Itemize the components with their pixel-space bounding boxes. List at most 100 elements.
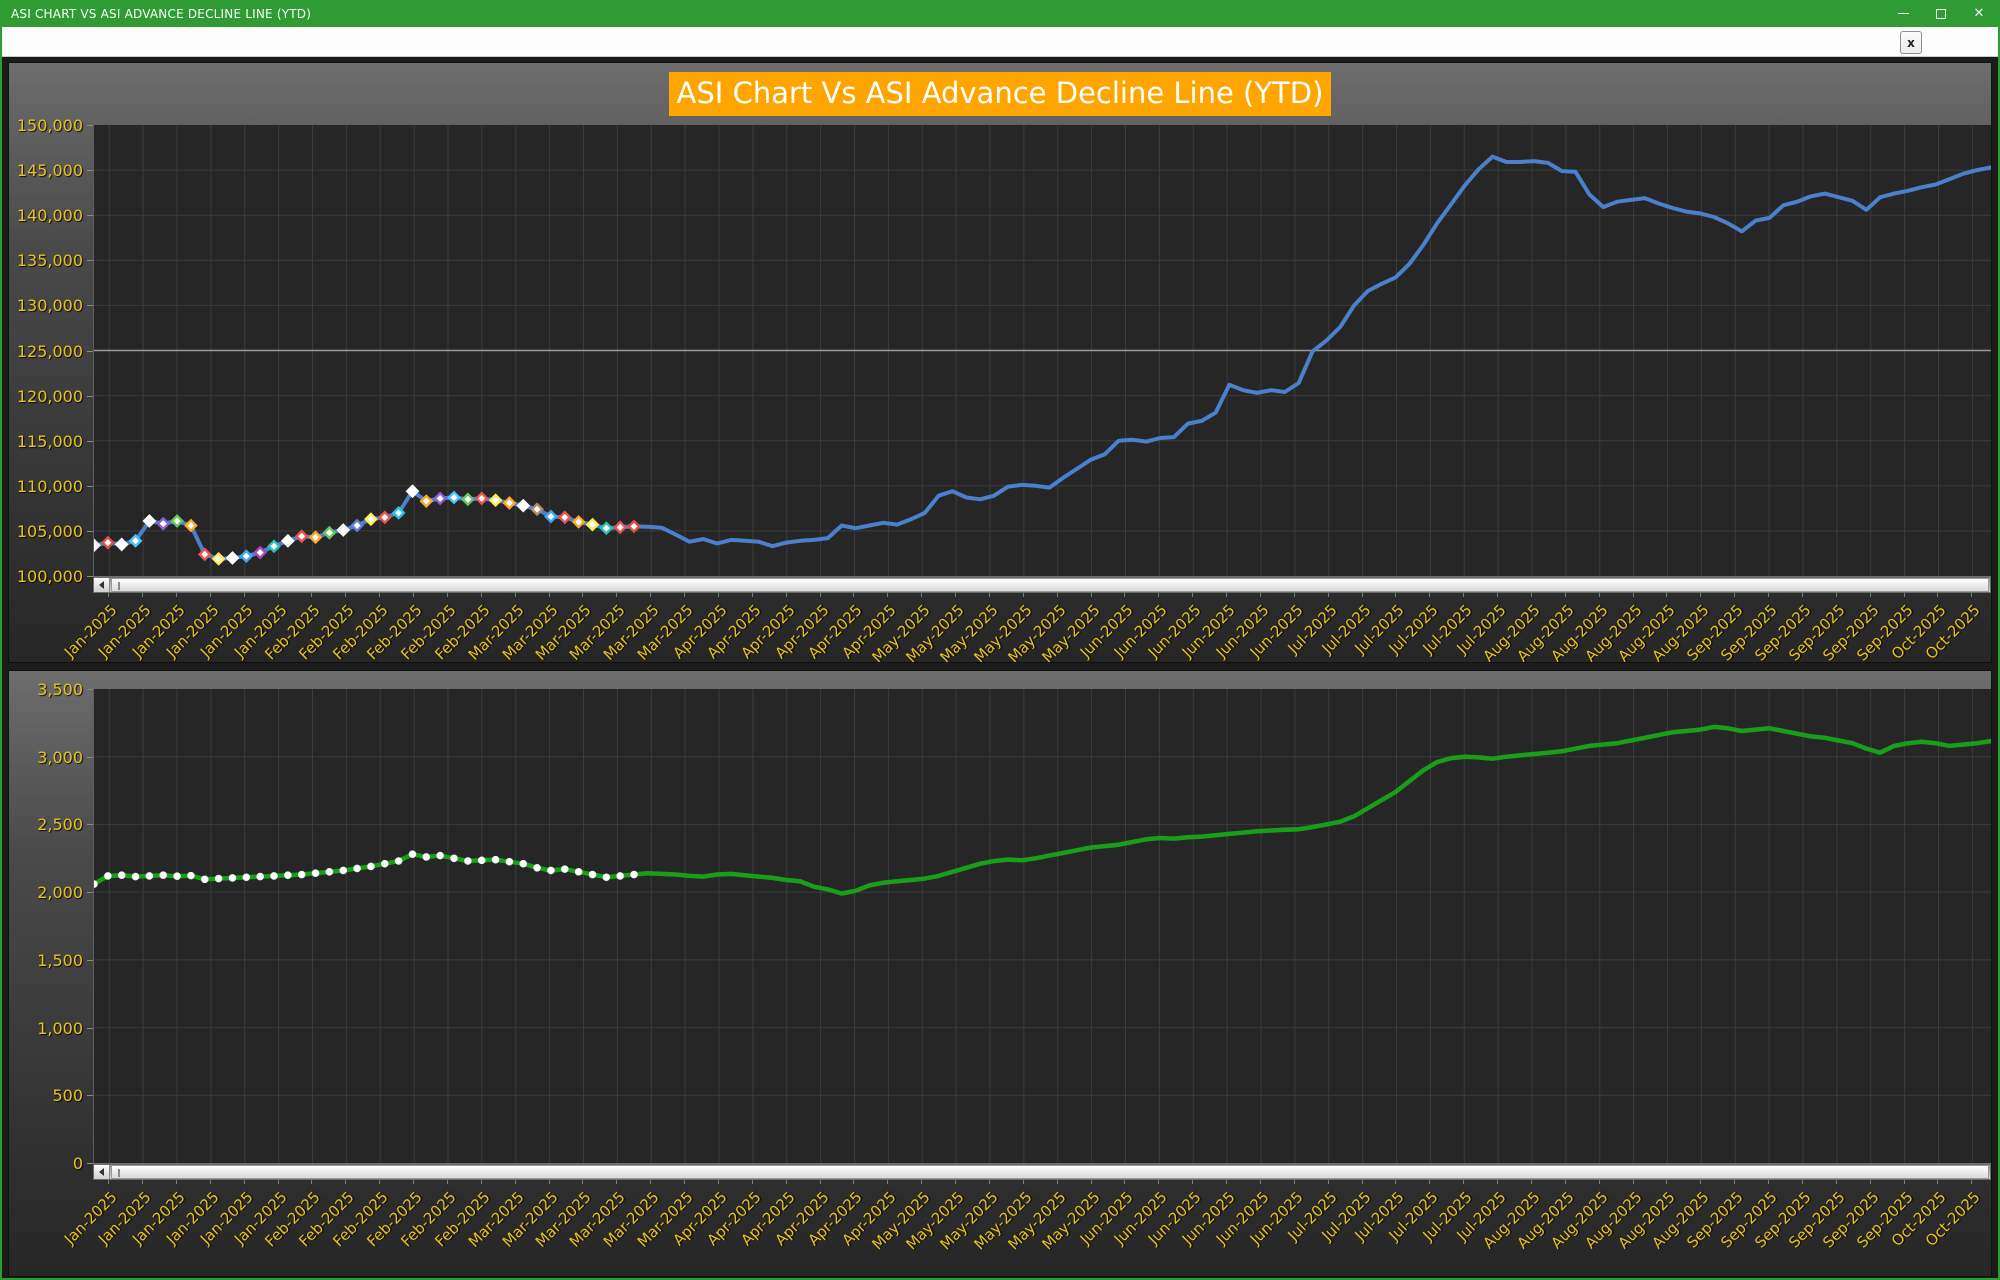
y-tick-label: 2,000 xyxy=(37,883,83,903)
scrollbar-thumb[interactable] xyxy=(111,578,1989,592)
x-tick-mark xyxy=(1700,593,1702,597)
x-tick-mark xyxy=(243,1180,245,1184)
asi-chart-panel: ASI Chart Vs ASI Advance Decline Line (Y… xyxy=(8,62,1992,663)
data-point-marker xyxy=(131,872,140,881)
x-tick-mark xyxy=(1090,1180,1092,1184)
y-tick-label: 500 xyxy=(52,1086,83,1106)
scroll-left-icon xyxy=(99,1168,104,1176)
x-tick-mark xyxy=(1564,1180,1566,1184)
data-point-marker xyxy=(530,502,544,517)
y-tick-mark xyxy=(87,350,93,352)
x-tick-mark xyxy=(1429,1180,1431,1184)
plot-area[interactable] xyxy=(93,125,1991,577)
close-button[interactable]: ✕ xyxy=(1960,0,1998,27)
x-tick-mark xyxy=(446,593,448,597)
horizontal-scrollbar[interactable] xyxy=(93,577,1991,593)
y-tick-label: 2,500 xyxy=(37,815,83,835)
x-tick-mark xyxy=(1192,593,1194,597)
y-tick-mark xyxy=(87,440,93,442)
data-point-marker xyxy=(256,872,264,881)
data-point-marker xyxy=(544,509,558,524)
y-tick-label: 150,000 xyxy=(16,116,83,135)
y-tick-label: 110,000 xyxy=(16,476,83,496)
x-tick-mark xyxy=(1192,1180,1194,1184)
advance-decline-chart-panel: 3,500 3,000 2,500 2,000 1,500 1,000 500 0 Jan-2… xyxy=(8,670,1992,1277)
x-tick-mark xyxy=(413,1180,415,1184)
data-point-marker xyxy=(284,871,292,880)
data-point-marker xyxy=(184,518,198,533)
tab-close-button[interactable]: x xyxy=(1900,31,1922,54)
x-tick-mark xyxy=(446,1180,448,1184)
y-tick-mark xyxy=(87,959,93,961)
x-tick-mark xyxy=(277,1180,279,1184)
x-tick-mark xyxy=(1903,1180,1905,1184)
data-point-marker xyxy=(100,535,115,550)
x-tick-mark xyxy=(1361,1180,1363,1184)
horizontal-scrollbar[interactable] xyxy=(93,1164,1991,1180)
y-tick-mark xyxy=(87,530,93,532)
data-point-marker xyxy=(353,864,361,873)
data-point-marker xyxy=(364,512,378,527)
scrollbar-thumb[interactable] xyxy=(111,1165,1989,1179)
data-point-marker xyxy=(156,516,171,531)
data-point-marker xyxy=(242,873,251,882)
x-tick-mark xyxy=(1869,593,1871,597)
x-tick-mark xyxy=(616,593,618,597)
x-tick-mark xyxy=(1971,1180,1973,1184)
data-point-marker xyxy=(491,855,500,864)
x-tick-mark xyxy=(1259,593,1261,597)
scrollbar-left-button[interactable] xyxy=(94,578,110,592)
data-point-marker xyxy=(197,547,212,562)
data-point-marker xyxy=(294,529,309,544)
data-point-marker xyxy=(142,514,157,528)
x-tick-mark xyxy=(1497,1180,1499,1184)
x-tick-mark xyxy=(1903,593,1905,597)
data-point-marker xyxy=(308,530,323,545)
x-tick-mark xyxy=(1768,1180,1770,1184)
series-line xyxy=(94,724,1991,896)
x-tick-mark xyxy=(1768,593,1770,597)
x-tick-mark xyxy=(1022,1180,1024,1184)
y-tick-mark xyxy=(87,260,93,262)
plot-area[interactable] xyxy=(93,689,1991,1164)
x-tick-mark xyxy=(1158,1180,1160,1184)
minimize-button[interactable] xyxy=(1884,0,1922,27)
data-point-marker xyxy=(599,521,614,536)
x-tick-mark xyxy=(379,593,381,597)
data-point-marker xyxy=(159,871,168,880)
x-tick-mark xyxy=(1327,593,1329,597)
data-point-marker xyxy=(339,866,348,875)
x-tick-mark xyxy=(1801,1180,1803,1184)
x-tick-mark xyxy=(921,1180,923,1184)
y-tick-label: 120,000 xyxy=(16,386,83,406)
data-point-marker xyxy=(433,491,448,506)
y-tick-mark xyxy=(87,892,93,894)
maximize-button[interactable] xyxy=(1922,0,1960,27)
x-tick-mark xyxy=(988,1180,990,1184)
x-tick-mark xyxy=(1429,593,1431,597)
maximize-icon xyxy=(1936,8,1946,19)
data-point-marker xyxy=(408,850,417,859)
x-tick-mark xyxy=(1564,593,1566,597)
y-axis: 3,500 3,000 2,500 2,000 1,500 1,000 500 0 xyxy=(9,680,93,1173)
data-point-marker xyxy=(422,853,431,861)
data-point-marker xyxy=(104,872,112,880)
y-tick-label: 145,000 xyxy=(16,161,83,181)
x-axis: Jan-2025 Jan-2025 Jan-2025 Jan-2025 Jan-2025… xyxy=(61,593,1991,662)
minimize-icon xyxy=(1897,13,1909,14)
y-tick-mark xyxy=(87,125,93,126)
scrollbar-left-button[interactable] xyxy=(94,1165,110,1179)
x-tick-mark xyxy=(1463,1180,1465,1184)
data-point-marker xyxy=(394,857,403,865)
x-tick-mark xyxy=(684,1180,686,1184)
x-tick-mark xyxy=(684,593,686,597)
y-tick-mark xyxy=(87,485,93,487)
x-tick-mark xyxy=(1090,593,1092,597)
chart-workspace: ASI Chart Vs ASI Advance Decline Line (Y… xyxy=(2,57,1998,1278)
x-tick-mark xyxy=(379,1180,381,1184)
data-point-marker xyxy=(322,525,337,540)
y-tick-label: 3,000 xyxy=(37,747,83,767)
x-tick-mark xyxy=(243,593,245,597)
x-tick-mark xyxy=(175,593,177,597)
data-point-marker xyxy=(571,514,586,529)
